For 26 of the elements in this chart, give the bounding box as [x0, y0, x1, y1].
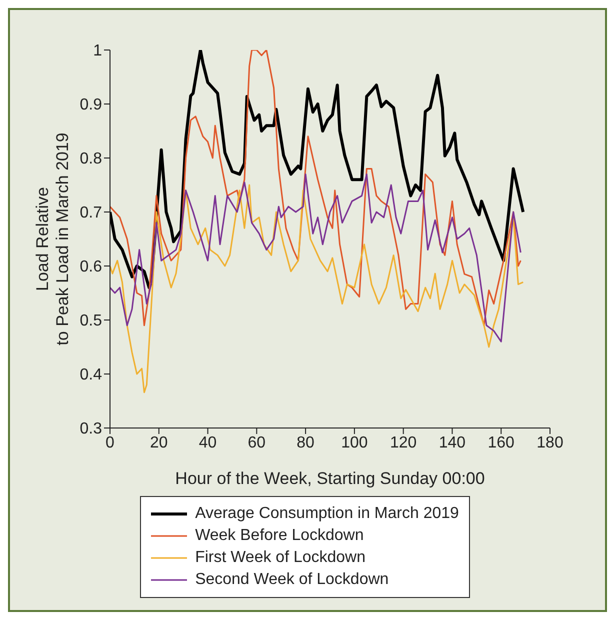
legend-label: First Week of Lockdown	[195, 549, 366, 567]
line-series	[110, 184, 524, 394]
x-tick-label: 40	[198, 434, 217, 452]
y-tick-label: 0.5	[80, 312, 102, 330]
y-tick-label: 0.3	[80, 420, 102, 438]
y-tick-label: 0.4	[80, 366, 102, 384]
x-tick-label: 100	[341, 434, 368, 452]
x-tick-label: 140	[438, 434, 466, 452]
x-tick-label: 180	[536, 434, 564, 452]
x-tick-label: 120	[390, 434, 417, 452]
y-tick-label: 0.9	[80, 96, 102, 114]
legend-label: Average Consumption in March 2019	[195, 505, 459, 523]
y-axis-title: Load Relative to Peak Load in March 2019	[33, 132, 72, 346]
x-axis-title: Hour of the Week, Starting Sunday 00:00	[175, 469, 485, 488]
y-tick-label: 0.6	[80, 258, 102, 276]
x-tick-label: 20	[150, 434, 168, 452]
x-tick-label: 80	[296, 434, 315, 452]
line-series	[110, 173, 522, 342]
legend-label: Second Week of Lockdown	[195, 571, 389, 589]
x-tick-label: 0	[106, 434, 115, 452]
x-tick-label: 160	[488, 434, 515, 452]
y-tick-label: 0.8	[80, 150, 102, 168]
x-tick-label: 60	[248, 434, 266, 452]
legend-label: Week Before Lockdown	[195, 527, 364, 545]
y-tick-label: 0.7	[80, 204, 102, 222]
y-tick-label: 1	[93, 42, 102, 60]
